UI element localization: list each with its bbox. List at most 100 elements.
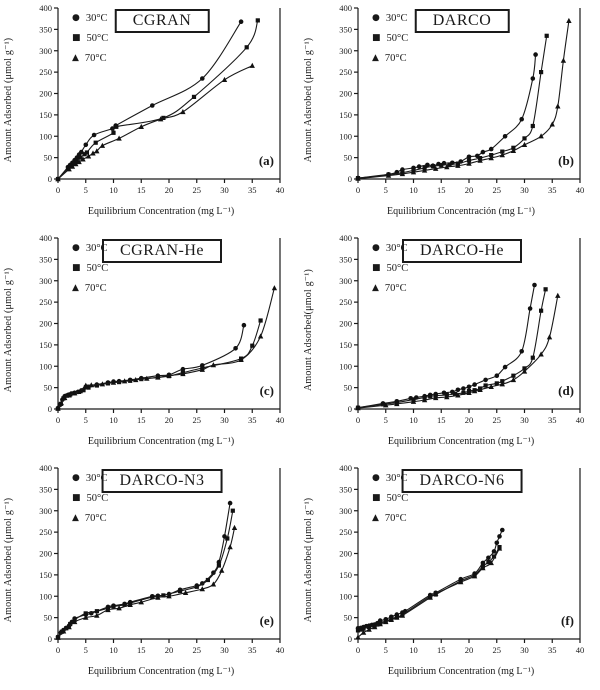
svg-text:300: 300	[39, 506, 52, 516]
legend-label: 30°C	[85, 13, 108, 24]
legend-item: ● 30°C	[72, 243, 108, 254]
svg-text:100: 100	[339, 361, 352, 371]
legend: ● 30°C ■ 50°C ▲ 70°C	[72, 473, 108, 524]
x-axis-label: Equilibrium Concentration (mg L⁻¹)	[387, 666, 535, 677]
svg-text:30: 30	[520, 415, 529, 425]
panel-letter: (f)	[561, 613, 574, 628]
svg-text:35: 35	[548, 415, 557, 425]
legend-label: 50°C	[86, 493, 109, 504]
svg-text:50: 50	[44, 383, 53, 393]
svg-text:35: 35	[548, 185, 557, 195]
legend-label: 30°C	[385, 473, 408, 484]
svg-text:25: 25	[493, 645, 502, 655]
svg-text:20: 20	[465, 185, 474, 195]
x-axis-label: Equilibrium Concentración (mg L⁻¹)	[387, 206, 535, 217]
legend-label: 50°C	[386, 493, 409, 504]
legend-item: ■ 50°C	[372, 263, 408, 274]
svg-text:400: 400	[39, 3, 52, 13]
svg-text:300: 300	[339, 46, 352, 56]
svg-text:100: 100	[39, 591, 52, 601]
svg-text:20: 20	[165, 185, 174, 195]
svg-text:400: 400	[39, 233, 52, 243]
svg-text:40: 40	[576, 645, 585, 655]
panel-letter: (e)	[259, 613, 274, 628]
svg-text:250: 250	[39, 297, 52, 307]
svg-text:15: 15	[437, 415, 446, 425]
circle-marker-icon: ●	[372, 473, 380, 483]
svg-text:400: 400	[339, 3, 352, 13]
circle-marker-icon: ●	[72, 243, 80, 253]
panel-letter: (b)	[558, 153, 574, 168]
svg-text:50: 50	[344, 153, 353, 163]
triangle-marker-icon: ▲	[372, 283, 379, 293]
svg-text:25: 25	[493, 185, 502, 195]
svg-text:10: 10	[109, 185, 118, 195]
x-axis-label: Equilibrium Concentration (mg L⁻¹)	[87, 666, 235, 677]
svg-text:0: 0	[356, 645, 360, 655]
svg-text:10: 10	[409, 645, 418, 655]
svg-text:150: 150	[339, 570, 352, 580]
svg-text:200: 200	[339, 549, 352, 559]
panel-letter: (d)	[558, 383, 574, 398]
legend-item: ■ 50°C	[72, 493, 108, 504]
svg-text:200: 200	[339, 319, 352, 329]
panel-title: CGRAN-He	[102, 239, 222, 263]
legend-item: ● 30°C	[372, 473, 408, 484]
legend-label: 50°C	[86, 33, 109, 44]
y-axis-label: Amount Adsrobed (μmol g⁻¹)	[303, 37, 314, 163]
svg-text:150: 150	[39, 340, 52, 350]
legend-label: 70°C	[384, 513, 407, 524]
svg-text:50: 50	[44, 153, 53, 163]
legend-label: 30°C	[85, 243, 108, 254]
svg-text:0: 0	[48, 174, 52, 184]
svg-text:5: 5	[384, 415, 388, 425]
triangle-marker-icon: ▲	[372, 53, 379, 63]
svg-text:35: 35	[248, 645, 257, 655]
panel-letter: (c)	[259, 383, 274, 398]
panel-f: Amount Adsorbed (μmol g⁻¹) 0 5 10 15 20 25 30 3…	[300, 460, 600, 690]
square-marker-icon: ■	[72, 33, 81, 43]
circle-marker-icon: ●	[72, 13, 80, 23]
svg-text:10: 10	[109, 415, 118, 425]
plot-wrap-f: 0 5 10 15 20 25 30 35 40 0 50 100 150 200 250 300 350 400…	[322, 460, 592, 665]
svg-text:250: 250	[39, 527, 52, 537]
y-axis-label: Amount Adsorbed(μmol g⁻¹)	[303, 269, 314, 391]
svg-text:5: 5	[384, 185, 388, 195]
svg-text:40: 40	[276, 645, 285, 655]
legend-label: 70°C	[384, 283, 407, 294]
svg-text:200: 200	[39, 549, 52, 559]
svg-text:5: 5	[84, 415, 88, 425]
legend-item: ■ 50°C	[72, 263, 108, 274]
svg-text:250: 250	[339, 297, 352, 307]
legend-item: ■ 50°C	[372, 493, 408, 504]
panel-c: Amount Adsorbed (μmol g⁻¹) 0 5 10 15 20 25 30 3…	[0, 230, 300, 460]
plot-wrap-a: 0 5 10 15 20 25 30 35 40 0 50 100 150 200 250 300 350 400…	[22, 0, 292, 205]
panel-title: CGRAN	[114, 9, 210, 33]
svg-text:50: 50	[344, 383, 353, 393]
x-axis-label: Equilibrium Concentration (mg L⁻¹)	[387, 436, 535, 447]
svg-text:5: 5	[84, 645, 88, 655]
svg-text:15: 15	[437, 185, 446, 195]
svg-text:150: 150	[339, 340, 352, 350]
x-axis-label: Equilibrium Concentration (mg L⁻¹)	[87, 206, 235, 217]
svg-text:0: 0	[56, 415, 60, 425]
circle-marker-icon: ●	[72, 473, 80, 483]
legend-item: ● 30°C	[72, 473, 108, 484]
svg-text:200: 200	[39, 89, 52, 99]
legend-label: 70°C	[84, 283, 107, 294]
plot-wrap-d: 0 5 10 15 20 25 30 35 40 0 50 100 150 200 250 300 350 400…	[322, 230, 592, 435]
legend: ● 30°C ■ 50°C ▲ 70°C	[72, 13, 108, 64]
legend-label: 70°C	[84, 53, 107, 64]
svg-text:35: 35	[248, 415, 257, 425]
y-axis-label: Amount Adsorbed (μmol g⁻¹)	[3, 267, 14, 393]
panel-letter: (a)	[258, 153, 274, 168]
svg-text:25: 25	[193, 645, 202, 655]
y-axis-label: Amount Adsorbed (μmol g⁻¹)	[3, 37, 14, 163]
svg-text:30: 30	[220, 645, 229, 655]
legend: ● 30°C ■ 50°C ▲ 70°C	[372, 13, 408, 64]
svg-text:40: 40	[576, 185, 585, 195]
panel-b: Amount Adsrobed (μmol g⁻¹) 0 5 10 15 20 25 30 3…	[300, 0, 600, 230]
svg-text:35: 35	[248, 185, 257, 195]
